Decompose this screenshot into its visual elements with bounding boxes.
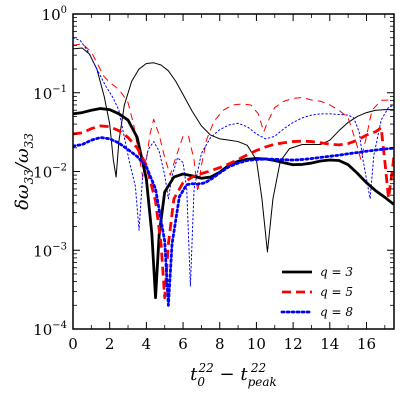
y-tick-label: 10−1 — [33, 84, 67, 103]
x-tick-label: 12 — [284, 335, 303, 353]
label-layer: 0 2 4 6 8 10 12 14 16 10−4 10−3 10−2 10−1 100 t022 − t… — [12, 5, 376, 389]
x-tick-label: 0 — [68, 335, 78, 353]
series-line-unlabeled-5 — [73, 37, 394, 287]
x-axis-label: t022 − tpeak22 — [190, 361, 277, 389]
tick-layer — [72, 13, 394, 330]
x-tick-label: 10 — [247, 335, 266, 353]
y-axis-label-group: δω33/ω33 — [12, 133, 36, 210]
y-tick-label: 10−4 — [33, 320, 67, 339]
y-tick-label: 10−2 — [33, 163, 67, 182]
series-line-q8 — [73, 136, 394, 307]
x-tick-label: 8 — [215, 335, 225, 353]
series-layer — [73, 37, 394, 307]
x-tick-label: 14 — [320, 335, 339, 353]
series-line-unlabeled-3 — [73, 47, 394, 253]
x-tick-label: 16 — [357, 335, 376, 353]
x-tick-label: 6 — [178, 335, 188, 353]
legend: q = 3 q = 5 q = 8 — [280, 265, 353, 319]
y-tick-label: 100 — [42, 5, 67, 24]
legend-label: q = 8 — [320, 305, 353, 319]
series-line-unlabeled-4 — [73, 43, 394, 193]
legend-label: q = 3 — [320, 265, 353, 279]
legend-label: q = 5 — [320, 285, 353, 299]
x-tick-label: 2 — [105, 335, 115, 353]
y-tick-label: 10−3 — [33, 241, 67, 260]
x-tick-label: 4 — [142, 335, 152, 353]
y-axis-label: δω33/ω33 — [12, 133, 36, 210]
